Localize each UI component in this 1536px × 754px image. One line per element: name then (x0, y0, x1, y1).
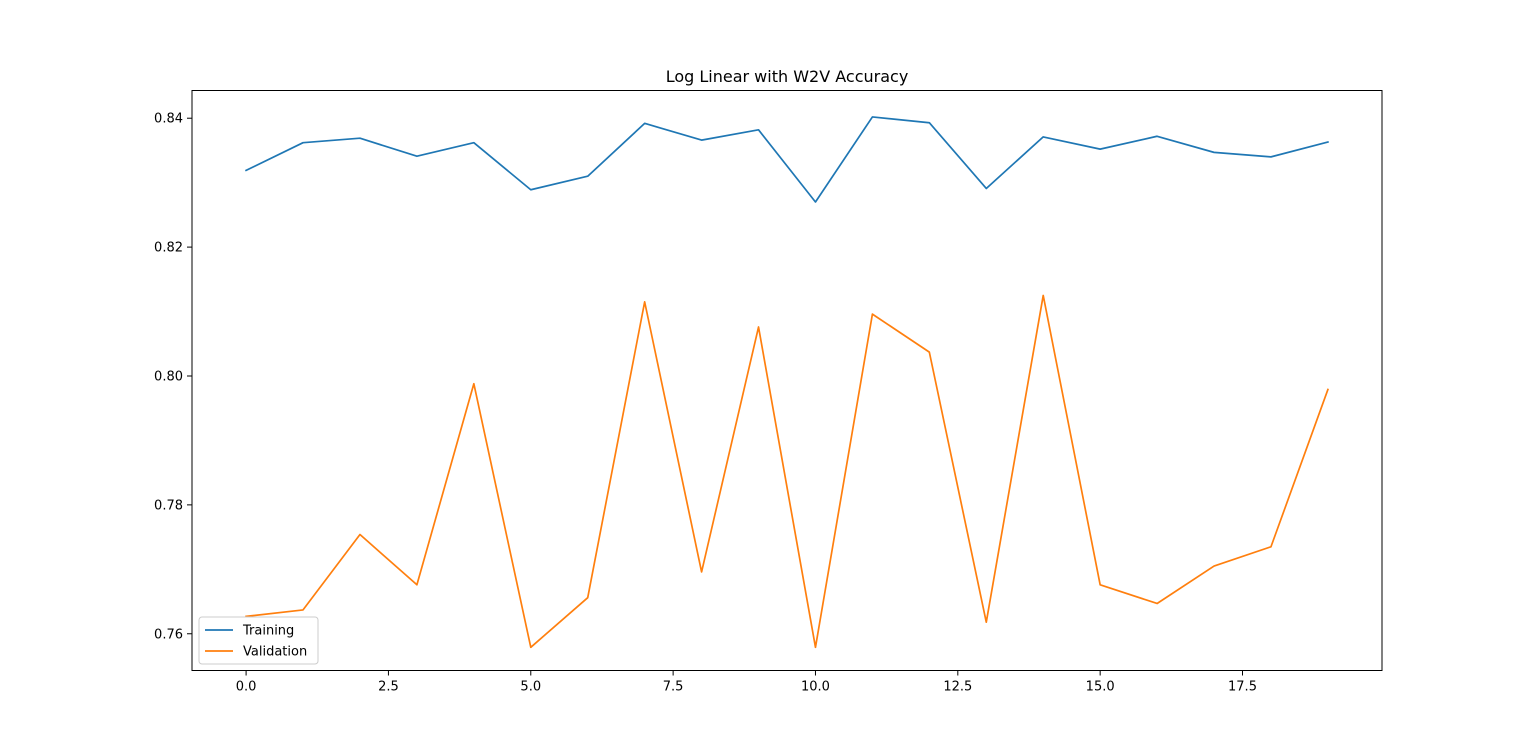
x-tick-label: 17.5 (1228, 680, 1257, 695)
x-tick-label: 7.5 (663, 680, 684, 695)
y-tick-label: 0.76 (154, 627, 183, 642)
legend-box (198, 616, 319, 665)
plot-area-frame (191, 90, 1383, 671)
y-tick-label: 0.84 (154, 112, 183, 127)
legend-label-training: Training (242, 624, 294, 639)
legend: Training Validation (198, 616, 319, 665)
x-tick-label: 10.0 (801, 680, 830, 695)
series-line-training (244, 116, 1329, 203)
y-axis: 0.76 0.78 0.80 0.82 0.84 (154, 112, 192, 642)
legend-label-validation: Validation (243, 645, 307, 660)
x-tick-label: 2.5 (378, 680, 399, 695)
chart-title: Log Linear with W2V Accuracy (666, 67, 909, 86)
y-tick-label: 0.82 (154, 241, 183, 256)
series-layer (244, 116, 1329, 649)
y-tick-label: 0.78 (154, 498, 183, 513)
x-tick-label: 12.5 (943, 680, 972, 695)
y-tick-label: 0.80 (154, 369, 183, 384)
x-axis: 0.0 2.5 5.0 7.5 10.0 12.5 15.0 17.5 (236, 670, 1257, 695)
x-tick-label: 15.0 (1086, 680, 1115, 695)
x-tick-label: 5.0 (520, 680, 541, 695)
series-line-validation (245, 294, 1329, 649)
x-tick-label: 0.0 (236, 680, 257, 695)
